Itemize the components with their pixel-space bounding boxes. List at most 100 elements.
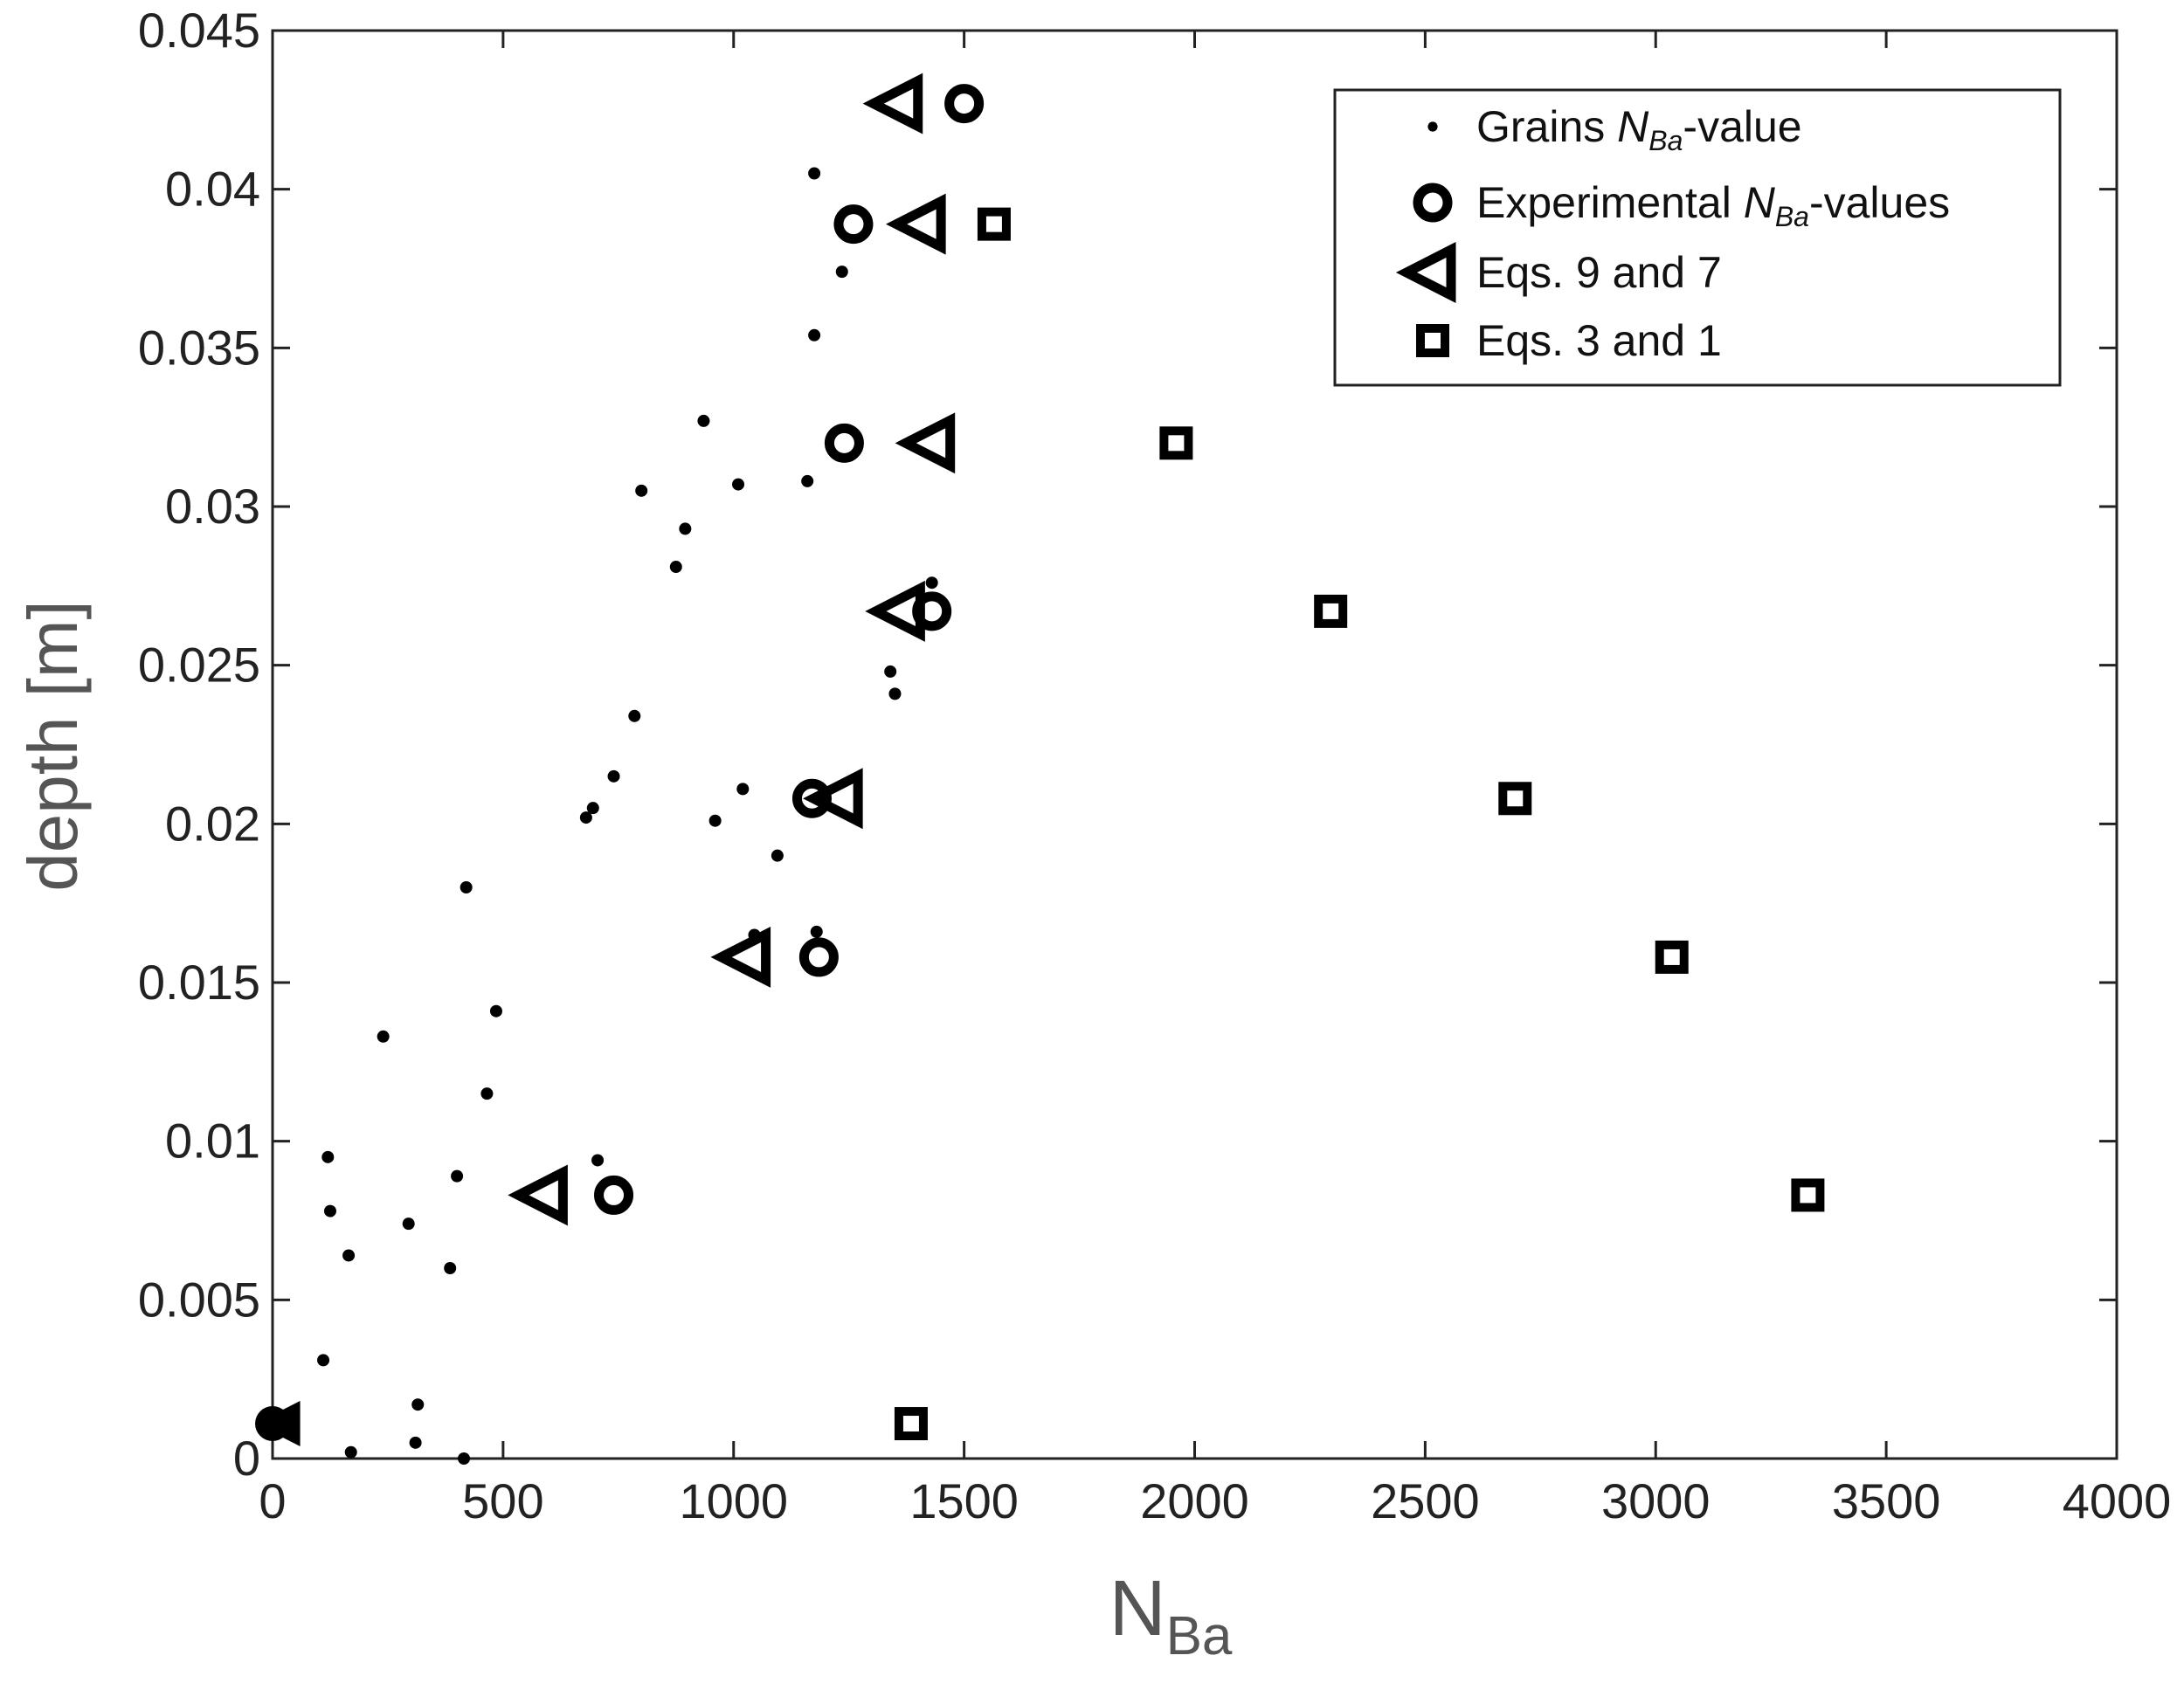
data-point-dot xyxy=(317,1354,330,1367)
data-point-dot xyxy=(411,1398,425,1411)
series-circle xyxy=(255,84,985,1442)
data-point-square xyxy=(1159,426,1193,460)
data-point-circle xyxy=(833,204,874,245)
data-point-dot xyxy=(628,709,641,722)
data-point-dot xyxy=(444,1262,457,1274)
data-point-square xyxy=(1791,1178,1825,1212)
data-point-square xyxy=(1655,940,1689,974)
y-axis-label: depth [m] xyxy=(14,600,92,892)
data-point-circle xyxy=(944,84,985,124)
data-point-dot xyxy=(458,1452,471,1465)
legend-entry-label: Eqs. 3 and 1 xyxy=(1476,316,1722,365)
y-tick-label: 0.005 xyxy=(138,1272,260,1327)
data-point-dot xyxy=(635,484,648,497)
data-point-dot xyxy=(591,1154,605,1167)
x-tick-label: 1000 xyxy=(679,1473,788,1528)
x-axis-label: NBa xyxy=(1109,1565,1233,1666)
data-point-dot xyxy=(888,687,902,700)
legend-label-suffix: -value xyxy=(1683,102,1801,151)
data-point-dot xyxy=(377,1030,390,1043)
x-tick-label: 3500 xyxy=(1832,1473,1941,1528)
x-tick-label: 0 xyxy=(259,1473,286,1528)
data-point-dot xyxy=(586,802,599,815)
data-point-square xyxy=(977,207,1011,241)
data-point-dot xyxy=(409,1436,422,1449)
legend-marker-dot xyxy=(1427,121,1438,132)
data-point-dot xyxy=(801,474,814,487)
legend-label-prefix: Grains xyxy=(1476,102,1617,151)
legend-entry-label: Grains NBa-value xyxy=(1476,102,1802,156)
data-point-dot xyxy=(342,1249,356,1262)
data-point-dot xyxy=(402,1217,415,1231)
x-tick-label: 3000 xyxy=(1601,1473,1711,1528)
y-tick-label: 0.045 xyxy=(138,3,260,58)
x-axis-label-sub: Ba xyxy=(1166,1606,1233,1666)
data-point-circle xyxy=(824,423,864,463)
data-point-triangle-left xyxy=(862,72,923,135)
legend-marker-square xyxy=(1416,324,1449,357)
data-point-dot xyxy=(489,1004,502,1017)
data-point-dot xyxy=(808,328,821,341)
series-dot xyxy=(317,167,938,1465)
series-square xyxy=(894,207,1825,1441)
data-point-dot xyxy=(884,665,897,678)
data-point-dot xyxy=(679,522,692,535)
data-point-dot xyxy=(810,925,823,938)
legend-label-prefix: Experimental xyxy=(1476,178,1744,227)
x-tick-label: 2000 xyxy=(1140,1473,1249,1528)
y-tick-label: 0.035 xyxy=(138,320,260,375)
legend-entry-label: Eqs. 9 and 7 xyxy=(1476,248,1722,297)
data-point-dot xyxy=(344,1445,357,1459)
x-axis-ticks: 0 500 1000 1500 2000 2500 3000 3500 4000 xyxy=(259,31,2171,1528)
legend-entry-label: Experimental NBa-values xyxy=(1476,178,1950,232)
legend-label-subscript: Ba xyxy=(1775,201,1809,232)
y-tick-label: 0 xyxy=(233,1431,260,1486)
y-tick-label: 0.02 xyxy=(165,796,260,851)
data-point-dot xyxy=(771,849,784,862)
data-point-dot xyxy=(460,881,473,893)
data-point-triangle-left xyxy=(895,412,956,474)
data-point-dot xyxy=(732,478,745,491)
data-point-dot xyxy=(451,1169,464,1183)
data-point-dot xyxy=(808,167,821,180)
data-point-dot xyxy=(323,1204,336,1217)
data-point-dot xyxy=(697,414,710,427)
x-tick-label: 1500 xyxy=(909,1473,1019,1528)
legend-label-suffix: -values xyxy=(1809,178,1950,227)
data-point-square xyxy=(1314,594,1348,628)
data-point-dot xyxy=(607,769,620,783)
data-point-square xyxy=(894,1407,928,1441)
x-tick-label: 2500 xyxy=(1371,1473,1480,1528)
data-point-dot xyxy=(835,266,848,279)
legend-label-italic: N xyxy=(1744,178,1776,227)
x-axis-label-main: N xyxy=(1109,1565,1166,1652)
data-point-triangle-left xyxy=(803,768,863,830)
data-point-circle xyxy=(798,937,839,977)
legend-box xyxy=(1333,88,2062,387)
data-point-dot xyxy=(669,561,682,574)
data-point-dot xyxy=(480,1087,494,1100)
data-point-triangle-left xyxy=(865,580,925,642)
data-point-square xyxy=(1498,782,1532,816)
data-point-triangle-left xyxy=(255,1401,301,1447)
series-triangle-left xyxy=(255,72,956,1447)
data-point-dot xyxy=(736,783,750,796)
legend-marker-triangle-left xyxy=(1395,242,1456,303)
data-point-triangle-left xyxy=(886,193,946,255)
data-point-circle xyxy=(791,778,832,818)
data-point-dot xyxy=(925,576,938,590)
data-point-dot xyxy=(579,811,592,824)
data-point-triangle-left xyxy=(710,926,771,988)
data-marks xyxy=(255,72,1825,1465)
x-tick-label: 500 xyxy=(462,1473,543,1528)
y-tick-label: 0.03 xyxy=(165,479,260,534)
legend-marker-circle xyxy=(1413,183,1453,223)
data-point-circle xyxy=(594,1175,634,1215)
y-tick-label: 0.015 xyxy=(138,955,260,1010)
data-point-dot xyxy=(708,814,722,827)
legend-label-italic: N xyxy=(1617,102,1649,151)
data-point-dot xyxy=(321,1150,335,1163)
